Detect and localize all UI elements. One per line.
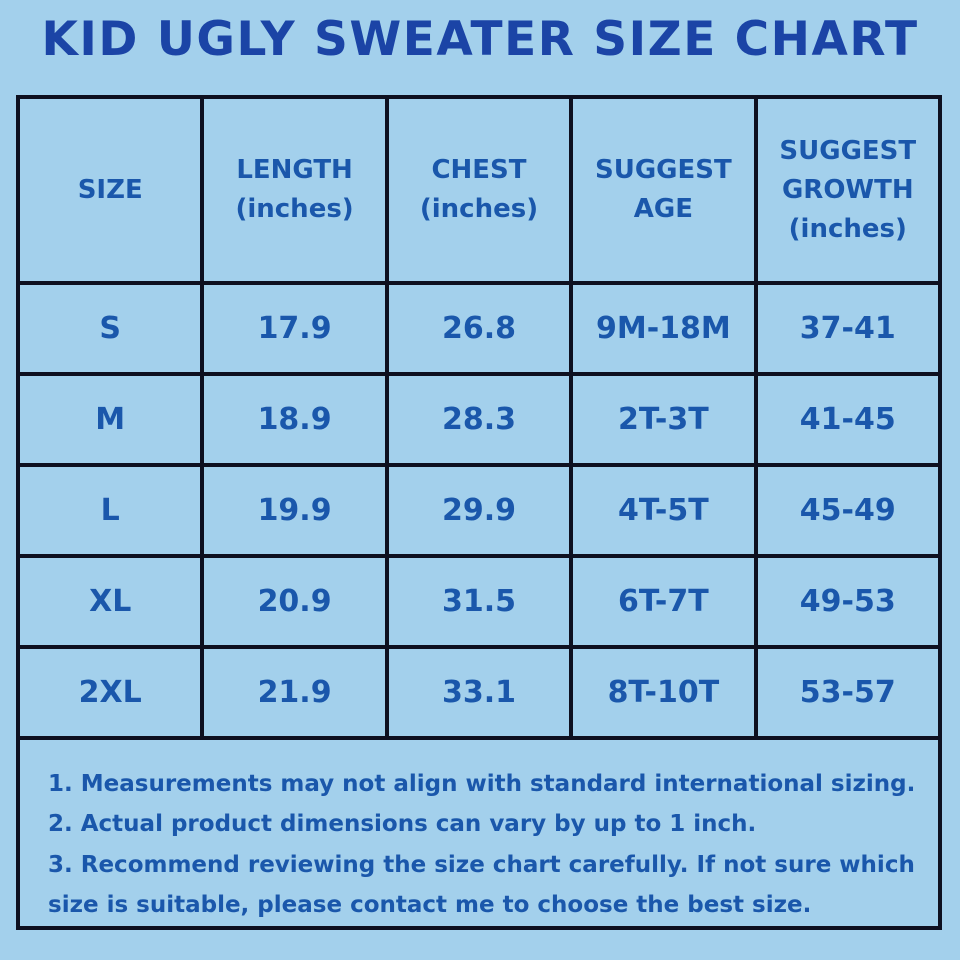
notes-box: 1. Measurements may not align with stand… (16, 736, 942, 930)
cell-size: XL (15, 554, 205, 649)
cell-suggest-growth: 41-45 (753, 372, 943, 467)
cell-chest: 31.5 (384, 554, 574, 649)
cell-length: 17.9 (200, 281, 389, 376)
cell-chest: 33.1 (384, 645, 574, 740)
cell-size: M (15, 372, 205, 467)
cell-length: 21.9 (200, 645, 389, 740)
cell-size: L (15, 463, 205, 558)
cell-chest: 28.3 (384, 372, 574, 467)
cell-suggest-growth: 53-57 (753, 645, 943, 740)
note-line-3: 3. Recommend reviewing the size chart ca… (48, 851, 915, 918)
cell-size: 2XL (15, 645, 205, 740)
cell-suggest-age: 4T-5T (569, 463, 758, 558)
header-cell-size: SIZE (15, 95, 205, 285)
header-cell-suggest-growth: SUGGEST GROWTH (inches) (753, 95, 943, 285)
cell-suggest-age: 9M-18M (569, 281, 758, 376)
note-line-2: 2. Actual product dimensions can vary by… (48, 811, 757, 838)
cell-length: 20.9 (200, 554, 389, 649)
size-chart-table: SIZE LENGTH (inches) CHEST (inches) SUGG… (15, 95, 943, 740)
note-line-1: 1. Measurements may not align with stand… (48, 771, 916, 797)
table-row-s: S 17.9 26.8 9M-18M 37-41 (15, 281, 943, 376)
cell-suggest-age: 8T-10T (569, 645, 758, 740)
cell-suggest-growth: 49-53 (753, 554, 943, 649)
cell-suggest-age: 2T-3T (569, 372, 758, 467)
table-row-l: L 19.9 29.9 4T-5T 45-49 (15, 463, 943, 558)
table-row-m: M 18.9 28.3 2T-3T 41-45 (15, 372, 943, 467)
cell-length: 18.9 (200, 372, 389, 467)
cell-length: 19.9 (200, 463, 389, 558)
table-header-row: SIZE LENGTH (inches) CHEST (inches) SUGG… (15, 95, 943, 285)
header-cell-chest: CHEST (inches) (384, 95, 574, 285)
table-row-2xl: 2XL 21.9 33.1 8T-10T 53-57 (15, 645, 943, 740)
cell-suggest-growth: 37-41 (753, 281, 943, 376)
cell-chest: 29.9 (384, 463, 574, 558)
cell-size: S (15, 281, 205, 376)
page-title: KID UGLY SWEATER SIZE CHART (41, 12, 919, 67)
header-cell-suggest-age: SUGGEST AGE (569, 95, 758, 285)
cell-suggest-growth: 45-49 (753, 463, 943, 558)
table-row-xl: XL 20.9 31.5 6T-7T 49-53 (15, 554, 943, 649)
cell-suggest-age: 6T-7T (569, 554, 758, 649)
header-cell-length: LENGTH (inches) (200, 95, 389, 285)
cell-chest: 26.8 (384, 281, 574, 376)
